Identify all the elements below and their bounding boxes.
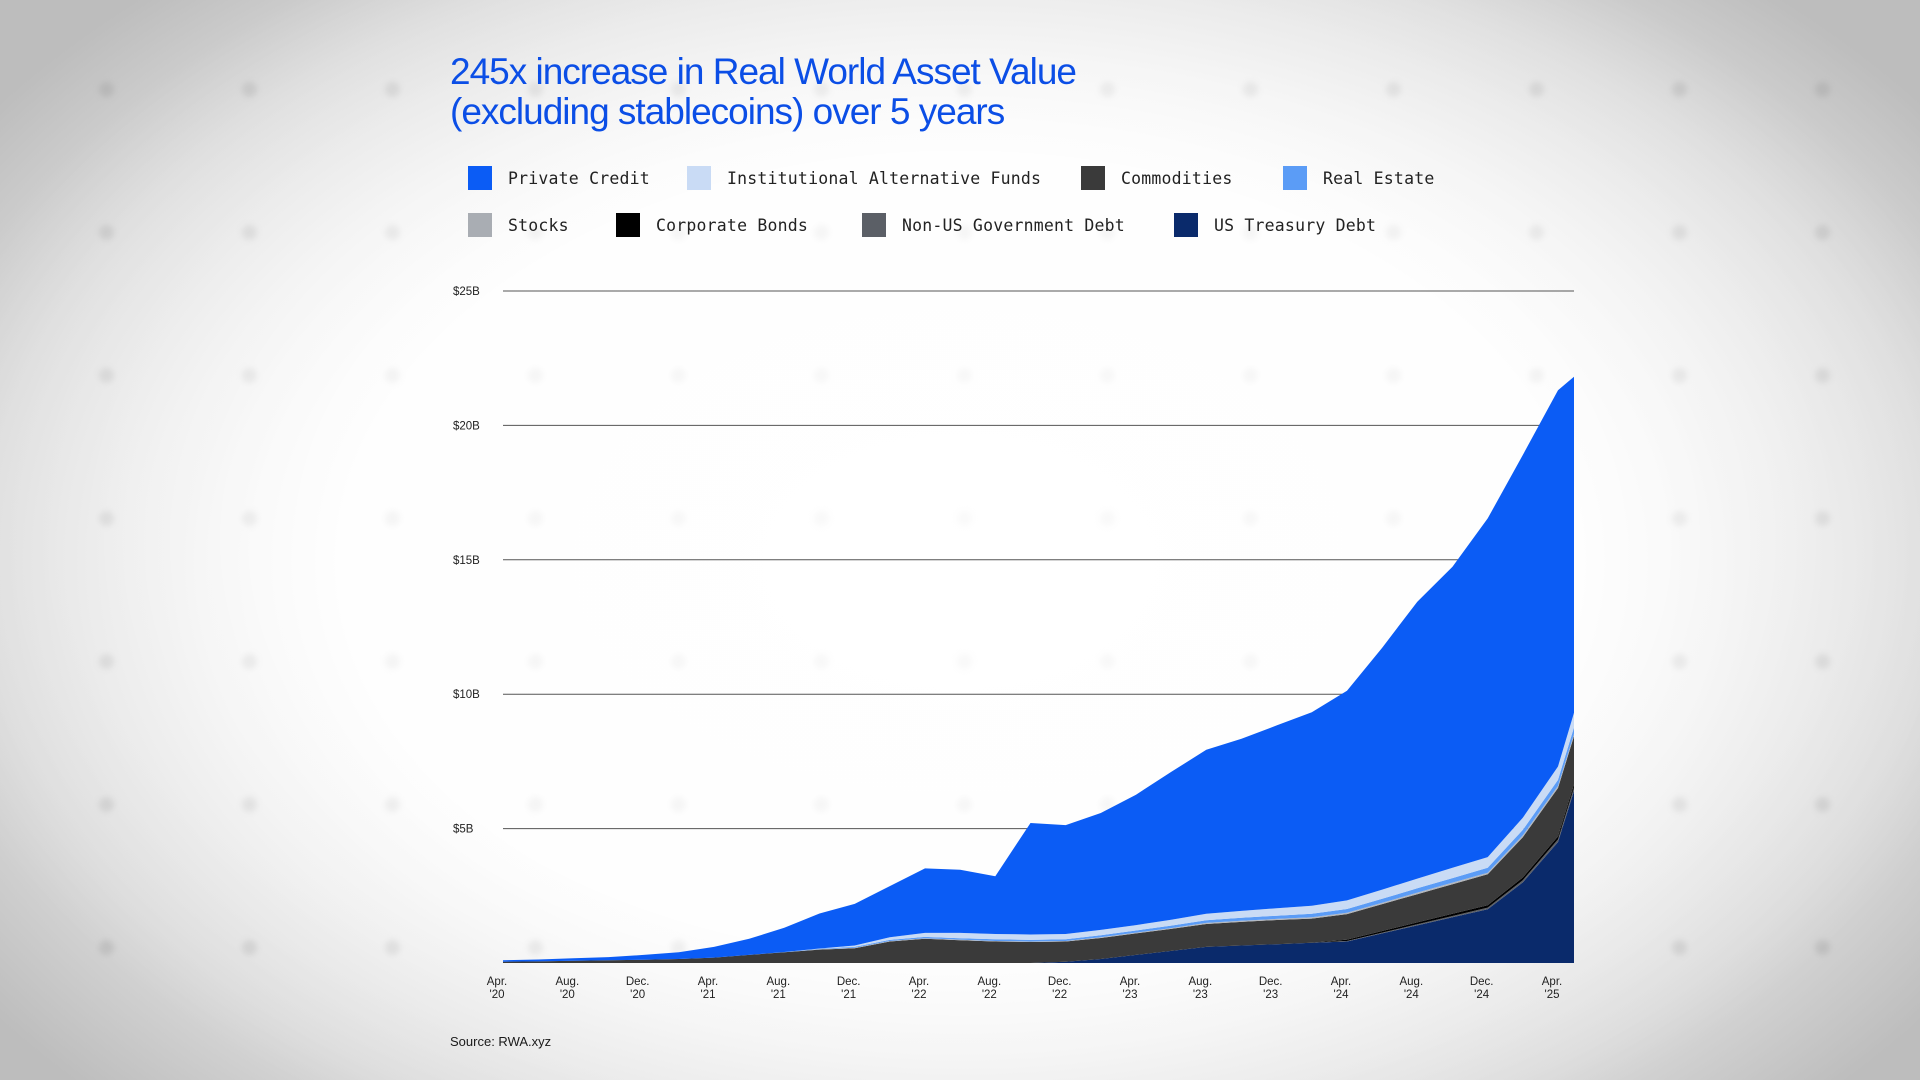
chart-title-line-2: (excluding stablecoins) over 5 years bbox=[450, 91, 1005, 132]
legend-swatch bbox=[1174, 213, 1198, 237]
x-tick-label: Apr. '25 bbox=[1542, 976, 1562, 1001]
x-tick-label: Apr. '20 bbox=[487, 976, 507, 1001]
y-tick-label: $25B bbox=[453, 286, 480, 298]
x-tick-label: Aug. '24 bbox=[1399, 976, 1423, 1001]
x-tick-label: Dec. '21 bbox=[837, 976, 861, 1001]
legend-label: Private Credit bbox=[508, 168, 650, 188]
legend-swatch bbox=[468, 166, 492, 190]
y-tick-label: $20B bbox=[453, 420, 480, 432]
x-tick-label: Dec. '22 bbox=[1048, 976, 1072, 1001]
area-series-private-credit bbox=[503, 376, 1574, 962]
legend-label: Real Estate bbox=[1323, 168, 1435, 188]
legend-item-corporate-bonds: Corporate Bonds bbox=[616, 212, 808, 238]
x-tick-label: Dec. '24 bbox=[1470, 976, 1494, 1001]
source-note: Source: RWA.xyz bbox=[450, 1034, 552, 1049]
legend-label: Commodities bbox=[1121, 168, 1233, 188]
legend-item-commodities: Commodities bbox=[1081, 165, 1232, 191]
x-tick-label: Aug. '20 bbox=[555, 976, 579, 1001]
y-tick-label: $5B bbox=[453, 824, 474, 836]
legend-label: Corporate Bonds bbox=[656, 215, 809, 235]
legend-label: Institutional Alternative Funds bbox=[727, 168, 1042, 188]
x-tick-label: Dec. '20 bbox=[626, 976, 650, 1001]
legend-label: Non-US Government Debt bbox=[902, 215, 1125, 235]
legend-swatch bbox=[862, 213, 886, 237]
y-tick-label: $10B bbox=[453, 689, 480, 701]
x-tick-label: Apr. '21 bbox=[698, 976, 718, 1001]
x-tick-label: Aug. '22 bbox=[977, 976, 1001, 1001]
x-tick-label: Apr. '24 bbox=[1331, 976, 1351, 1001]
legend-label: Stocks bbox=[508, 215, 569, 235]
legend-item-non-us-government-debt: Non-US Government Debt bbox=[862, 212, 1125, 238]
x-tick-label: Aug. '21 bbox=[766, 976, 790, 1001]
legend-swatch bbox=[1081, 166, 1105, 190]
legend-item-real-estate: Real Estate bbox=[1283, 165, 1434, 191]
area-series-us-treasury-debt bbox=[503, 791, 1574, 963]
chart-title-line-1: 245x increase in Real World Asset Value bbox=[450, 51, 1077, 92]
chart-title: 245x increase in Real World Asset Value … bbox=[450, 52, 1210, 132]
legend-item-institutional-alternative-funds: Institutional Alternative Funds bbox=[687, 165, 1041, 191]
y-tick-label: $15B bbox=[453, 555, 480, 567]
legend-swatch bbox=[468, 213, 492, 237]
x-tick-label: Aug. '23 bbox=[1188, 976, 1212, 1001]
x-tick-label: Apr. '22 bbox=[909, 976, 929, 1001]
x-tick-label: Apr. '23 bbox=[1120, 976, 1140, 1001]
chart-legend: Private Credit Institutional Alternative… bbox=[468, 165, 1468, 245]
legend-item-private-credit: Private Credit bbox=[468, 165, 650, 191]
legend-item-stocks: Stocks bbox=[468, 212, 569, 238]
legend-label: US Treasury Debt bbox=[1214, 215, 1377, 235]
legend-swatch bbox=[616, 213, 640, 237]
legend-swatch bbox=[1283, 166, 1307, 190]
legend-swatch bbox=[687, 166, 711, 190]
legend-item-us-treasury-debt: US Treasury Debt bbox=[1174, 212, 1376, 238]
x-tick-label: Dec. '23 bbox=[1259, 976, 1283, 1001]
